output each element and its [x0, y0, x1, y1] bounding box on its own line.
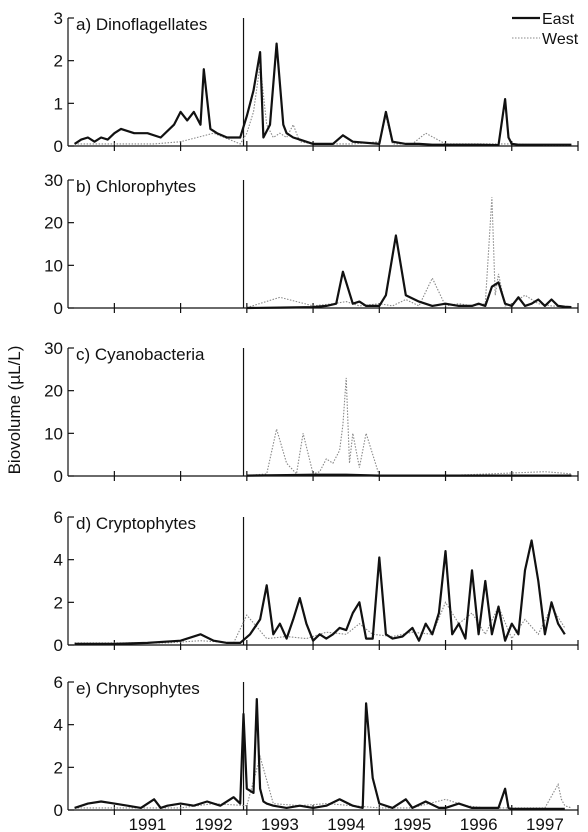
panel-1: 0 1 2 3 a) Dinoflagellates	[54, 9, 579, 156]
y-tick-label: 6	[54, 508, 63, 527]
panel-title: a) Dinoflagellates	[76, 15, 207, 34]
x-tick-label: 1994	[327, 815, 365, 832]
series-line-east	[246, 473, 572, 477]
panel-title: b) Chlorophytes	[76, 177, 196, 196]
y-tick-label: 10	[44, 424, 63, 443]
x-tick-label: 1993	[261, 815, 299, 832]
series-line-west	[74, 754, 572, 809]
y-tick-label: 2	[54, 52, 63, 71]
series-line-west	[246, 377, 572, 477]
panel-title: d) Cryptophytes	[76, 514, 196, 533]
legend-label-east: East	[542, 11, 575, 28]
series-line-west	[74, 64, 572, 146]
panel-5: 0 2 4 6 e) Chrysophytes	[54, 673, 579, 820]
x-tick-label: 1992	[195, 815, 233, 832]
y-tick-label: 0	[54, 299, 63, 318]
y-tick-label: 30	[44, 171, 63, 190]
panel-title: e) Chrysophytes	[76, 679, 200, 698]
series-line-east	[74, 539, 566, 646]
x-tick-labels: 1991 1992 1993 1994 1995 1996 1997	[129, 815, 564, 832]
y-tick-label: 0	[54, 636, 63, 655]
x-tick-label: 1997	[526, 815, 564, 832]
y-tick-label: 6	[54, 673, 63, 692]
y-tick-label: 20	[44, 382, 63, 401]
y-tick-label: 2	[54, 758, 63, 777]
y-tick-label: 0	[54, 801, 63, 820]
x-tick-label: 1996	[460, 815, 498, 832]
y-tick-label: 20	[44, 214, 63, 233]
series-line-east	[246, 234, 572, 310]
series-line-east	[73, 42, 572, 147]
series-line-east	[74, 697, 565, 811]
y-axis-label: Biovolume (µL/L)	[5, 346, 24, 475]
panel-2: 0 10 20 30 b) Chlorophytes	[44, 171, 579, 318]
y-tick-label: 2	[54, 593, 63, 612]
legend-label-west: West	[542, 31, 579, 48]
y-tick-label: 0	[54, 467, 63, 486]
panel-4: 0 2 4 6 d) Cryptophytes	[54, 508, 579, 655]
y-tick-label: 4	[54, 716, 63, 735]
y-tick-label: 1	[54, 94, 63, 113]
panel-title: c) Cyanobacteria	[76, 345, 205, 364]
panel-3: 0 10 20 30 c) Cyanobacteria	[44, 339, 579, 486]
y-tick-label: 0	[54, 137, 63, 156]
y-tick-label: 10	[44, 256, 63, 275]
x-tick-label: 1995	[394, 815, 432, 832]
y-tick-label: 3	[54, 9, 63, 28]
y-tick-label: 30	[44, 339, 63, 358]
series-line-west	[246, 197, 572, 309]
x-tick-label: 1991	[129, 815, 167, 832]
y-tick-label: 4	[54, 551, 63, 570]
legend: East West	[512, 11, 579, 48]
